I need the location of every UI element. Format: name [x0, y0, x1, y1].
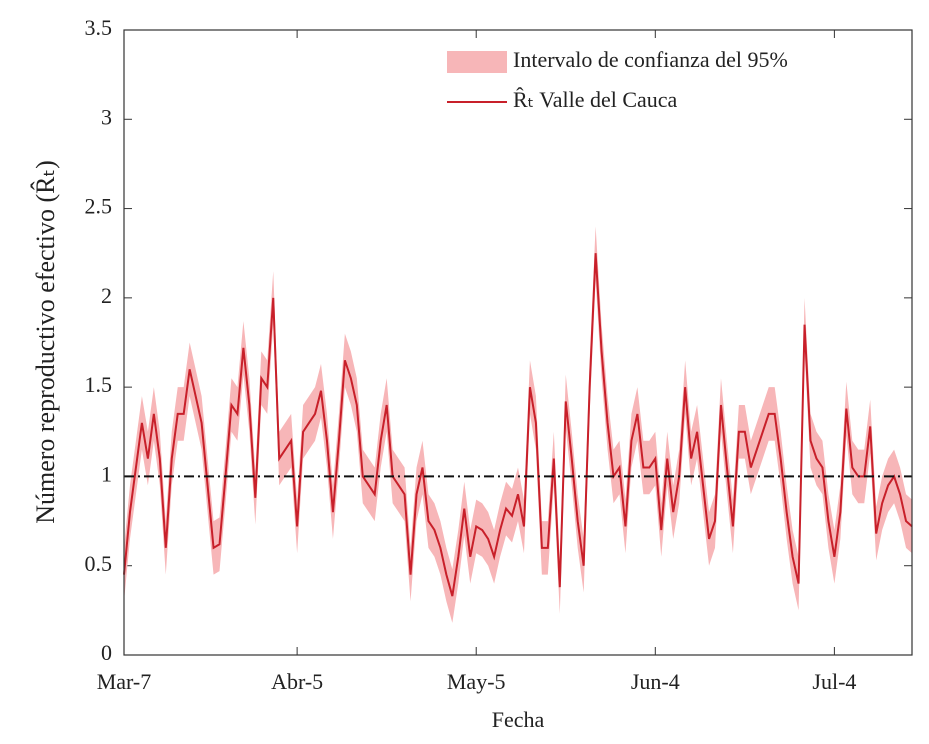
x-tick-label: Jun-4	[631, 669, 680, 694]
x-tick-label: Jul-4	[812, 669, 856, 694]
y-tick-label: 3.5	[85, 15, 113, 40]
x-tick-label: Abr-5	[271, 669, 323, 694]
y-tick-label: 0	[101, 640, 112, 665]
x-axis-label: Fecha	[492, 707, 545, 732]
y-axis-label: Número reproductivo efectivo (R̂ₜ)	[31, 160, 60, 524]
plot-frame	[123, 29, 913, 656]
y-tick-label: 2.5	[85, 194, 113, 219]
y-tick-label: 3	[101, 104, 112, 129]
x-tick-label: Mar-7	[97, 669, 152, 694]
y-tick-label: 1	[101, 461, 112, 486]
y-tick-label: 0.5	[85, 551, 113, 576]
legend-swatch	[447, 51, 507, 73]
y-tick-label: 2	[101, 283, 112, 308]
legend-label: R̂ₜ Valle del Cauca	[513, 87, 678, 112]
legend-label: Intervalo de confianza del 95%	[513, 47, 788, 72]
series-line	[123, 253, 913, 597]
x-tick-label: May-5	[447, 669, 506, 694]
y-tick-label: 1.5	[85, 372, 113, 397]
